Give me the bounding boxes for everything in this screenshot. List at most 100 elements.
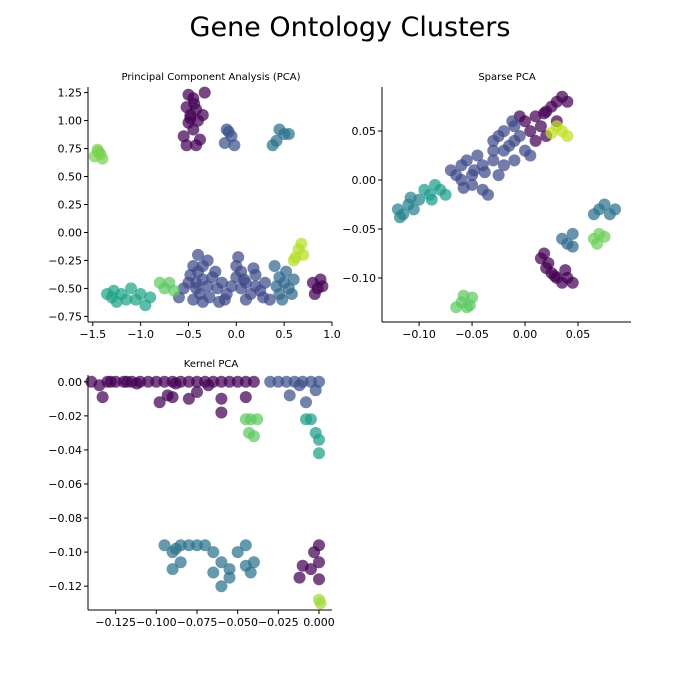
pca-point-c3-4 <box>92 145 105 158</box>
kernel-pca-point-c4-15 <box>215 580 228 593</box>
kernel-pca-point-c0-26 <box>215 406 228 419</box>
kernel-pca-point-c4-9 <box>231 546 244 559</box>
pca-point-c7-4 <box>295 237 308 250</box>
pca-y-tick-label: 1.25 <box>58 87 83 100</box>
sparse-pca-point-c1-16 <box>482 188 494 201</box>
pca-point-c6-3 <box>308 288 321 300</box>
sparse-pca-x-tick-label: 0.05 <box>566 328 591 341</box>
kernel-pca-point-c1-9 <box>309 384 322 397</box>
kernel-pca-point-c0-30 <box>104 375 117 388</box>
kernel-pca-point-c1-1 <box>272 375 285 388</box>
pca-point-c4-36 <box>209 265 222 278</box>
kernel-pca-title: Kernel PCA <box>184 359 239 370</box>
sparse-pca-point-c1-28 <box>492 130 505 142</box>
pca-point-c7-3 <box>287 254 300 267</box>
kernel-pca-x-tick-label: −0.025 <box>258 616 299 629</box>
pca-point-c5-8 <box>285 288 298 300</box>
kernel-pca-y-tick-label: −0.08 <box>48 512 82 525</box>
sparse-pca-point-c1-21 <box>503 139 516 152</box>
pca-point-c8-9 <box>120 293 133 306</box>
kernel-pca-point-c5-5 <box>293 571 306 584</box>
sparse-pca-x-tick-label: −0.10 <box>402 328 436 341</box>
pca-point-c5-5 <box>287 273 300 286</box>
kernel-pca-point-c4-18 <box>244 566 257 579</box>
sparse-pca-point-c4-3 <box>561 130 574 142</box>
pca-y-tick-label: 0.75 <box>58 143 83 156</box>
pca-point-c0-14 <box>196 109 209 121</box>
sparse-pca-point-c1-25 <box>468 164 481 177</box>
kernel-pca-y-tick-label: −0.06 <box>48 478 82 491</box>
kernel-pca-point-c0-22 <box>153 396 166 409</box>
pca-point-c8-8 <box>144 291 157 304</box>
pca-point-c4-37 <box>218 293 231 306</box>
sparse-pca-point-c1-27 <box>478 166 491 179</box>
kernel-pca-point-c4-19 <box>169 542 182 555</box>
pca-y-tick-label: −0.75 <box>48 310 82 323</box>
pca-point-c8-6 <box>134 288 147 300</box>
pca-title: Principal Component Analysis (PCA) <box>121 72 300 83</box>
pca-point-c4-27 <box>239 293 252 306</box>
sparse-pca-point-c5-10 <box>538 247 551 260</box>
pca-panel: Principal Component Analysis (PCA) −1.5 −… <box>48 72 340 341</box>
sparse-pca-point-c9-3 <box>457 289 470 302</box>
kernel-pca-point-c0-20 <box>247 375 260 388</box>
sparse-pca-point-c1-26 <box>457 181 470 194</box>
kernel-pca-x-tick-label: −0.075 <box>177 616 218 629</box>
sparse-pca-point-c1-22 <box>513 130 526 142</box>
kernel-pca-y-tick-label: −0.10 <box>48 546 82 559</box>
pca-point-c5-6 <box>280 265 293 278</box>
sparse-pca-x-tick-label: 0.00 <box>513 328 538 341</box>
sparse-pca-point-c1-12 <box>508 154 521 167</box>
kernel-pca-x-tick-label: 0.000 <box>303 616 335 629</box>
sparse-pca-point-c0-6 <box>534 120 547 133</box>
sparse-pca-point-c4-2 <box>545 127 558 139</box>
sparse-pca-point-c1-7 <box>487 154 500 167</box>
sparse-pca-point-c0-10 <box>529 134 542 147</box>
pca-y-tick-label: 1.00 <box>58 115 83 128</box>
pca-point-c7-2 <box>297 248 310 261</box>
pca-point-c4-30 <box>203 291 216 304</box>
pca-x-tick-label: −0.5 <box>175 328 202 341</box>
sparse-pca-y-tick-label: −0.10 <box>342 272 376 285</box>
kernel-pca-point-c0-34 <box>202 379 215 392</box>
pca-y-tick-label: 0.25 <box>58 199 83 212</box>
kernel-pca-point-c4-0 <box>158 539 171 552</box>
kernel-pca-point-c6-1 <box>314 597 327 610</box>
kernel-pca-y-tick-label: −0.02 <box>48 410 82 423</box>
pca-y-tick-label: 0.50 <box>58 171 83 184</box>
sparse-pca-title: Sparse PCA <box>478 72 535 83</box>
kernel-pca-y-tick-label: 0.00 <box>58 376 83 389</box>
pca-point-c5-7 <box>276 293 289 306</box>
sparse-pca-point-c1-18 <box>450 169 463 182</box>
kernel-pca-point-c2-3 <box>313 447 325 460</box>
pca-x-tick-label: −1.0 <box>127 328 154 341</box>
kernel-pca-point-c0-27 <box>166 391 179 404</box>
pca-point-c4-8 <box>187 293 200 306</box>
pca-point-c1-2 <box>218 137 231 149</box>
kernel-pca-panel: Kernel PCA −0.125 −0.100 −0.075 −0.050 −0.02… <box>48 359 334 629</box>
kernel-pca-point-c4-14 <box>174 556 187 569</box>
kernel-pca-point-c2-2 <box>313 433 325 446</box>
sparse-pca-point-c2-4 <box>407 203 420 216</box>
kernel-pca-point-c4-13 <box>166 563 179 576</box>
pca-x-tick-label: 0.5 <box>275 328 293 341</box>
pca-x-tick-label: 1.0 <box>323 328 341 341</box>
kernel-pca-point-c3-3 <box>247 430 260 443</box>
kernel-pca-point-c0-29 <box>239 391 252 404</box>
pca-point-c5-9 <box>270 280 283 293</box>
sparse-pca-point-c7-4 <box>609 203 622 216</box>
pca-point-c1-4 <box>222 125 235 138</box>
sparse-pca-point-c5-6 <box>542 257 555 270</box>
sparse-pca-point-c1-19 <box>471 149 484 162</box>
pca-point-c8-10 <box>107 284 120 297</box>
pca-point-c4-23 <box>192 248 204 261</box>
sparse-pca-point-c2-5 <box>394 211 406 224</box>
pca-point-c0-8 <box>177 130 190 143</box>
sparse-pca-point-c1-23 <box>487 144 500 157</box>
kernel-pca-point-c4-5 <box>199 539 212 552</box>
pca-point-c4-33 <box>190 276 203 289</box>
sparse-pca-point-c1-11 <box>497 159 510 172</box>
pca-point-c0-7 <box>187 123 200 136</box>
pca-point-c0-10 <box>180 139 193 152</box>
